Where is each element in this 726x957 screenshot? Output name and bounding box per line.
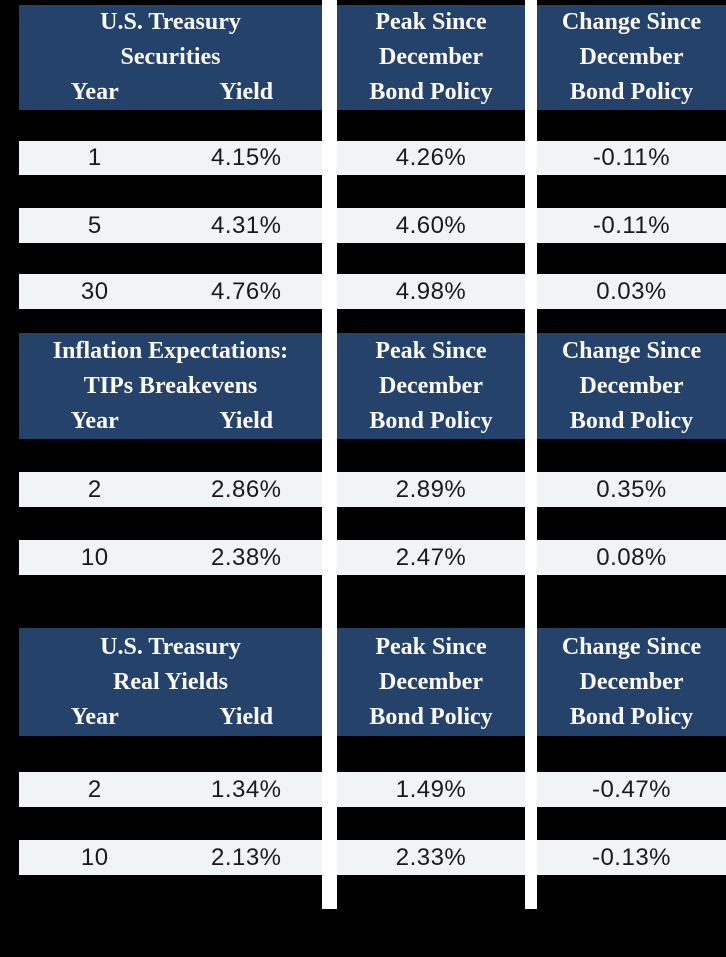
change-value: -0.11% xyxy=(592,211,671,239)
change-header-line-1: Change Since xyxy=(561,337,702,364)
table-row: 5 4.31% xyxy=(19,208,322,243)
table-row: 10 2.13% xyxy=(19,840,322,875)
peak-value: 1.49% xyxy=(395,775,467,803)
column-gutter-1 xyxy=(322,0,337,909)
peak-value: 2.89% xyxy=(395,475,467,503)
table-row: 2 1.34% xyxy=(19,772,322,807)
peak-value: 2.33% xyxy=(395,843,467,871)
year-value: 10 xyxy=(80,843,109,871)
section-1-year-yield-labels: Year Yield xyxy=(19,75,322,110)
peak-header-line-3: Bond Policy xyxy=(369,703,493,730)
section-1-peak-header: Peak Since December Bond Policy xyxy=(337,5,525,110)
peak-value: 4.60% xyxy=(395,211,467,239)
year-value: 10 xyxy=(80,543,109,571)
year-column-label: Year xyxy=(70,703,119,730)
table-row: 0.03% xyxy=(537,274,726,309)
table-row: 4.98% xyxy=(337,274,525,309)
change-value: -0.47% xyxy=(591,775,672,803)
yield-value: 2.13% xyxy=(210,843,282,871)
section-2-change-header: Change Since December Bond Policy xyxy=(537,333,726,439)
change-value: 0.08% xyxy=(596,543,667,571)
section-1-change-header: Change Since December Bond Policy xyxy=(537,5,726,110)
table-row: 2.47% xyxy=(337,540,525,575)
change-value: -0.13% xyxy=(591,843,672,871)
peak-header-line-2: December xyxy=(379,44,483,70)
yield-value: 4.31% xyxy=(210,211,282,239)
change-header-line-2: December xyxy=(579,372,684,399)
table-row: 4.26% xyxy=(337,141,525,175)
year-column-label: Year xyxy=(70,79,119,105)
table-row: -0.47% xyxy=(537,772,726,807)
peak-header-line-3: Bond Policy xyxy=(369,79,493,105)
year-value: 5 xyxy=(87,211,102,239)
peak-value: 2.47% xyxy=(395,543,467,571)
yield-value: 2.86% xyxy=(210,475,282,503)
section-1-title-line-1: U.S. Treasury xyxy=(100,9,241,35)
change-value: 0.35% xyxy=(596,475,667,503)
change-header-line-1: Change Since xyxy=(561,9,702,35)
year-value: 30 xyxy=(80,277,109,305)
peak-header-line-2: December xyxy=(379,668,483,695)
section-3-change-header: Change Since December Bond Policy xyxy=(537,628,726,736)
section-3-peak-header: Peak Since December Bond Policy xyxy=(337,628,525,736)
table-row: 1.49% xyxy=(337,772,525,807)
table-row: -0.11% xyxy=(537,208,726,243)
peak-value: 4.26% xyxy=(395,144,467,171)
yield-value: 4.15% xyxy=(210,144,282,171)
peak-header-line-1: Peak Since xyxy=(375,337,487,364)
peak-header-line-1: Peak Since xyxy=(375,633,487,660)
section-2-peak-header: Peak Since December Bond Policy xyxy=(337,333,525,439)
table-row: 4.60% xyxy=(337,208,525,243)
section-2-title-line-1: Inflation Expectations: xyxy=(52,337,289,364)
section-2-year-yield-labels: Year Yield xyxy=(19,404,322,439)
section-1-title-line-2: Securities xyxy=(120,44,221,70)
yield-column-label: Yield xyxy=(219,703,274,730)
table-row: 30 4.76% xyxy=(19,274,322,309)
year-value: 2 xyxy=(87,775,102,803)
change-header-line-3: Bond Policy xyxy=(569,703,694,730)
year-value: 1 xyxy=(87,144,102,171)
year-value: 2 xyxy=(87,475,102,503)
table-row: 2.33% xyxy=(337,840,525,875)
change-header-line-1: Change Since xyxy=(561,633,702,660)
table-row: 0.08% xyxy=(537,540,726,575)
column-gutter-2 xyxy=(525,0,537,909)
change-value: -0.11% xyxy=(592,144,671,171)
section-1-title-header: U.S. Treasury Securities Year Yield xyxy=(19,5,322,110)
section-3-title-header: U.S. Treasury Real Yields Year Yield xyxy=(19,628,322,736)
yield-column-label: Yield xyxy=(219,79,274,105)
yield-value: 4.76% xyxy=(210,277,282,305)
section-3-title-line-1: U.S. Treasury xyxy=(100,633,241,660)
section-2-title-line-2: TIPs Breakevens xyxy=(83,372,258,399)
yield-column-label: Yield xyxy=(219,407,274,434)
change-header-line-2: December xyxy=(579,44,684,70)
peak-header-line-3: Bond Policy xyxy=(369,407,493,434)
table-row: -0.13% xyxy=(537,840,726,875)
table-row: -0.11% xyxy=(537,141,726,175)
section-2-title-header: Inflation Expectations: TIPs Breakevens … xyxy=(19,333,322,439)
change-header-line-3: Bond Policy xyxy=(569,79,694,105)
table-row: 1 4.15% xyxy=(19,141,322,175)
year-column-label: Year xyxy=(70,407,119,434)
yield-value: 2.38% xyxy=(210,543,282,571)
section-3-title-line-2: Real Yields xyxy=(113,668,228,695)
change-value: 0.03% xyxy=(596,277,667,305)
table-row: 2.89% xyxy=(337,472,525,507)
change-header-line-3: Bond Policy xyxy=(569,407,694,434)
table-row: 2 2.86% xyxy=(19,472,322,507)
table-row: 10 2.38% xyxy=(19,540,322,575)
peak-header-line-2: December xyxy=(379,372,483,399)
peak-header-line-1: Peak Since xyxy=(375,9,487,35)
peak-value: 4.98% xyxy=(395,277,467,305)
table-row: 0.35% xyxy=(537,472,726,507)
yield-value: 1.34% xyxy=(210,775,282,803)
change-header-line-2: December xyxy=(579,668,684,695)
section-3-year-yield-labels: Year Yield xyxy=(19,700,322,735)
